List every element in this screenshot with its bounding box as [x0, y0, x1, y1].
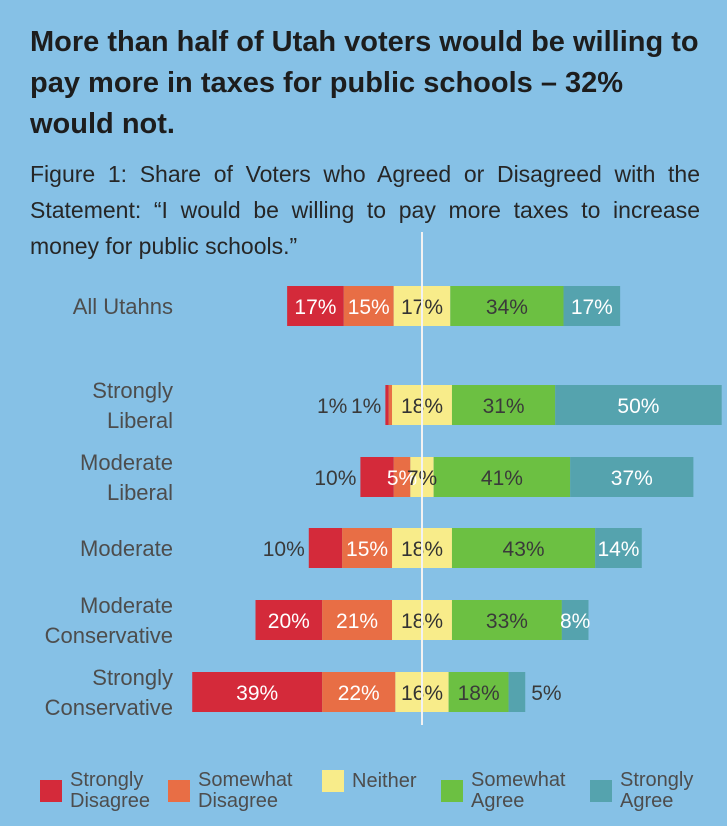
data-label: 39% [236, 682, 278, 705]
legend: Strongly Disagree Somewhat Disagree Neit… [0, 764, 727, 824]
diverging-bar-chart: All Utahns 17% 15% 17% 34% 17%Strongly Liberal… [45, 232, 722, 725]
legend-label: Somewhat Disagree [198, 769, 293, 812]
legend-item-somewhat-disagree: Somewhat Disagree [168, 770, 293, 812]
category-label: Strongly Conservative [45, 665, 173, 720]
data-label: 1% [351, 395, 381, 418]
bar-segment-strongly-agree [555, 385, 722, 425]
data-label: 20% [268, 610, 310, 633]
bar-segment-somewhat-disagree [388, 385, 393, 425]
bar-segment-strongly-agree [561, 600, 589, 640]
data-label: 8% [560, 610, 590, 633]
data-label: 17% [571, 296, 613, 319]
data-label: 50% [617, 395, 659, 418]
category-label: All Utahns [73, 294, 173, 319]
data-label: 14% [597, 538, 639, 561]
legend-item-strongly-agree: Strongly Agree [590, 770, 693, 812]
data-label: 15% [348, 296, 390, 319]
data-label: 18% [458, 682, 500, 705]
category-label: Moderate Liberal [80, 450, 173, 505]
legend-item-somewhat-agree: Somewhat Agree [441, 770, 566, 812]
legend-swatch [441, 780, 463, 802]
headline: More than half of Utah voters would be w… [30, 26, 699, 140]
bar-segment-somewhat-agree [451, 385, 556, 425]
bar-segment-somewhat-disagree [343, 286, 394, 326]
category-label: Moderate Conservative [45, 593, 173, 648]
legend-swatch [590, 780, 612, 802]
data-label: 33% [486, 610, 528, 633]
legend-swatch [322, 770, 344, 792]
category-label: Moderate [80, 536, 173, 561]
bar-segment-somewhat-agree [450, 286, 564, 326]
data-label: 22% [338, 682, 380, 705]
legend-item-neither: Neither [322, 770, 416, 792]
legend-label: Somewhat Agree [471, 769, 566, 812]
data-label: 5% [531, 682, 561, 705]
legend-label: Strongly Disagree [70, 769, 151, 812]
data-label: 41% [481, 467, 523, 490]
bar-segment-strongly-agree [570, 457, 694, 497]
bar-segment-strongly-disagree [255, 600, 323, 640]
data-label: 17% [294, 296, 336, 319]
legend-swatch [168, 780, 190, 802]
data-label: 31% [483, 395, 525, 418]
bar-segment-strongly-disagree [360, 457, 394, 497]
data-label: 10% [314, 467, 356, 490]
bar-segment-somewhat-agree [451, 600, 562, 640]
bar-segment-somewhat-agree [451, 528, 596, 568]
bar-segment-somewhat-agree [448, 672, 509, 712]
bar-segment-strongly-disagree [287, 286, 344, 326]
bar-segment-strongly-disagree [192, 672, 323, 712]
category-label: Strongly Liberal [92, 378, 173, 433]
data-label: 37% [611, 467, 653, 490]
bar-segment-strongly-agree [508, 672, 526, 712]
bar-segment-somewhat-disagree [322, 600, 393, 640]
data-label: 1% [317, 395, 347, 418]
data-label: 5% [387, 467, 417, 490]
bar-segment-strongly-agree [563, 286, 621, 326]
data-label: 21% [336, 610, 378, 633]
data-label: 15% [346, 538, 388, 561]
bar-segment-strongly-disagree [385, 385, 389, 425]
bar-segment-strongly-agree [595, 528, 642, 568]
bar-segment-somewhat-disagree [322, 672, 396, 712]
legend-label: Strongly Agree [620, 769, 694, 812]
bar-segment-somewhat-disagree [393, 457, 411, 497]
bar-segment-somewhat-agree [433, 457, 571, 497]
data-label: 34% [486, 296, 528, 319]
figure-title: Figure 1: Share of Voters who Agreed or … [30, 161, 700, 259]
legend-label: Neither [352, 769, 417, 792]
data-label: 43% [503, 538, 545, 561]
legend-item-strongly-disagree: Strongly Disagree [40, 770, 150, 812]
bar-segment-strongly-disagree [308, 528, 343, 568]
bar-segment-somewhat-disagree [342, 528, 393, 568]
data-label: 10% [263, 538, 305, 561]
legend-swatch [40, 780, 62, 802]
